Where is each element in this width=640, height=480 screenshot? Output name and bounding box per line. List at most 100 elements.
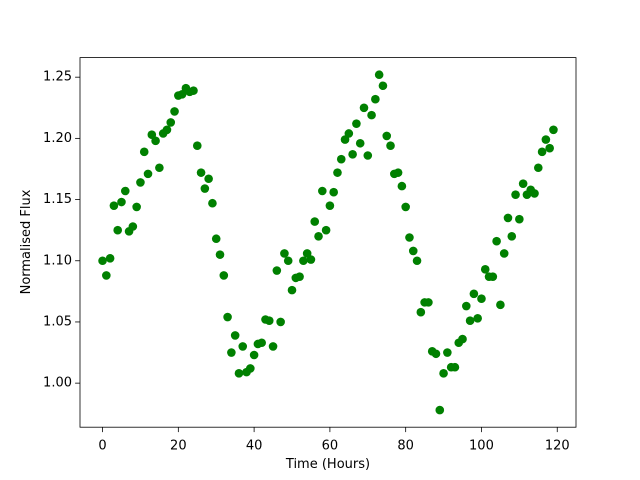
point xyxy=(272,266,282,275)
point xyxy=(166,118,176,127)
point xyxy=(333,168,342,177)
point xyxy=(155,163,164,173)
point xyxy=(215,250,225,259)
point xyxy=(511,190,520,199)
point xyxy=(287,285,297,295)
point xyxy=(139,147,149,157)
point xyxy=(204,174,213,184)
point xyxy=(496,300,505,310)
point xyxy=(363,151,373,160)
point xyxy=(257,338,266,348)
point xyxy=(264,316,274,326)
point xyxy=(408,246,418,256)
point xyxy=(208,198,217,208)
point xyxy=(382,131,392,141)
point xyxy=(162,125,172,135)
point xyxy=(355,138,365,148)
point xyxy=(306,255,316,264)
point xyxy=(211,234,221,244)
point xyxy=(189,86,198,95)
point xyxy=(105,254,115,263)
point xyxy=(503,213,513,223)
point xyxy=(507,231,517,241)
point xyxy=(192,141,202,151)
point xyxy=(200,184,210,193)
point xyxy=(295,272,304,281)
point xyxy=(223,312,232,322)
point xyxy=(283,256,293,266)
point xyxy=(412,256,422,266)
y-tick-label: 1.20 xyxy=(43,131,72,146)
point xyxy=(416,307,426,317)
point xyxy=(151,136,160,146)
point xyxy=(477,294,486,303)
point xyxy=(318,186,327,196)
point xyxy=(393,168,403,177)
point xyxy=(518,179,528,188)
point xyxy=(336,154,346,164)
point xyxy=(238,342,248,351)
point xyxy=(533,163,543,173)
point xyxy=(469,289,479,299)
point xyxy=(120,186,130,196)
point xyxy=(314,231,323,241)
x-tick-label: 80 xyxy=(397,439,414,454)
point xyxy=(439,369,448,378)
point xyxy=(386,141,395,151)
y-tick-label: 1.05 xyxy=(43,314,72,329)
point xyxy=(435,405,445,415)
point xyxy=(515,214,524,224)
point xyxy=(136,178,145,187)
point xyxy=(530,189,539,198)
point xyxy=(492,236,501,246)
point xyxy=(117,197,126,207)
point xyxy=(465,316,475,326)
point xyxy=(541,135,551,144)
point xyxy=(397,181,407,191)
point xyxy=(344,129,354,138)
x-tick-label: 0 xyxy=(98,439,106,454)
point xyxy=(170,107,179,116)
x-tick-label: 40 xyxy=(246,439,263,454)
point xyxy=(374,70,384,80)
point xyxy=(113,225,123,235)
point xyxy=(268,342,278,351)
point xyxy=(310,217,320,226)
point xyxy=(219,271,229,280)
point xyxy=(246,364,255,373)
point xyxy=(378,81,388,91)
point xyxy=(98,256,107,266)
point xyxy=(473,313,482,323)
point xyxy=(431,349,441,359)
x-axis-label: Time (Hours) xyxy=(285,457,370,472)
x-tick-label: 120 xyxy=(545,439,570,454)
point xyxy=(462,301,471,311)
point xyxy=(488,272,498,281)
point xyxy=(371,94,380,104)
point xyxy=(545,143,554,153)
point xyxy=(143,169,153,179)
point xyxy=(230,331,240,340)
point xyxy=(401,202,410,212)
point xyxy=(450,362,460,372)
y-axis-label: Normalised Flux xyxy=(19,189,34,294)
point xyxy=(443,348,452,357)
y-tick-label: 1.10 xyxy=(43,253,72,268)
point xyxy=(109,201,119,210)
point xyxy=(227,348,236,357)
x-tick-label: 100 xyxy=(469,439,494,454)
point xyxy=(196,168,206,177)
x-tick-label: 60 xyxy=(322,439,339,454)
point xyxy=(321,225,331,235)
point xyxy=(352,119,361,128)
point xyxy=(102,271,111,280)
point xyxy=(480,265,490,274)
point xyxy=(549,125,558,135)
point xyxy=(249,350,259,360)
point xyxy=(132,202,141,212)
point xyxy=(367,110,376,120)
point xyxy=(234,369,244,378)
point xyxy=(405,233,414,242)
point xyxy=(499,249,509,258)
